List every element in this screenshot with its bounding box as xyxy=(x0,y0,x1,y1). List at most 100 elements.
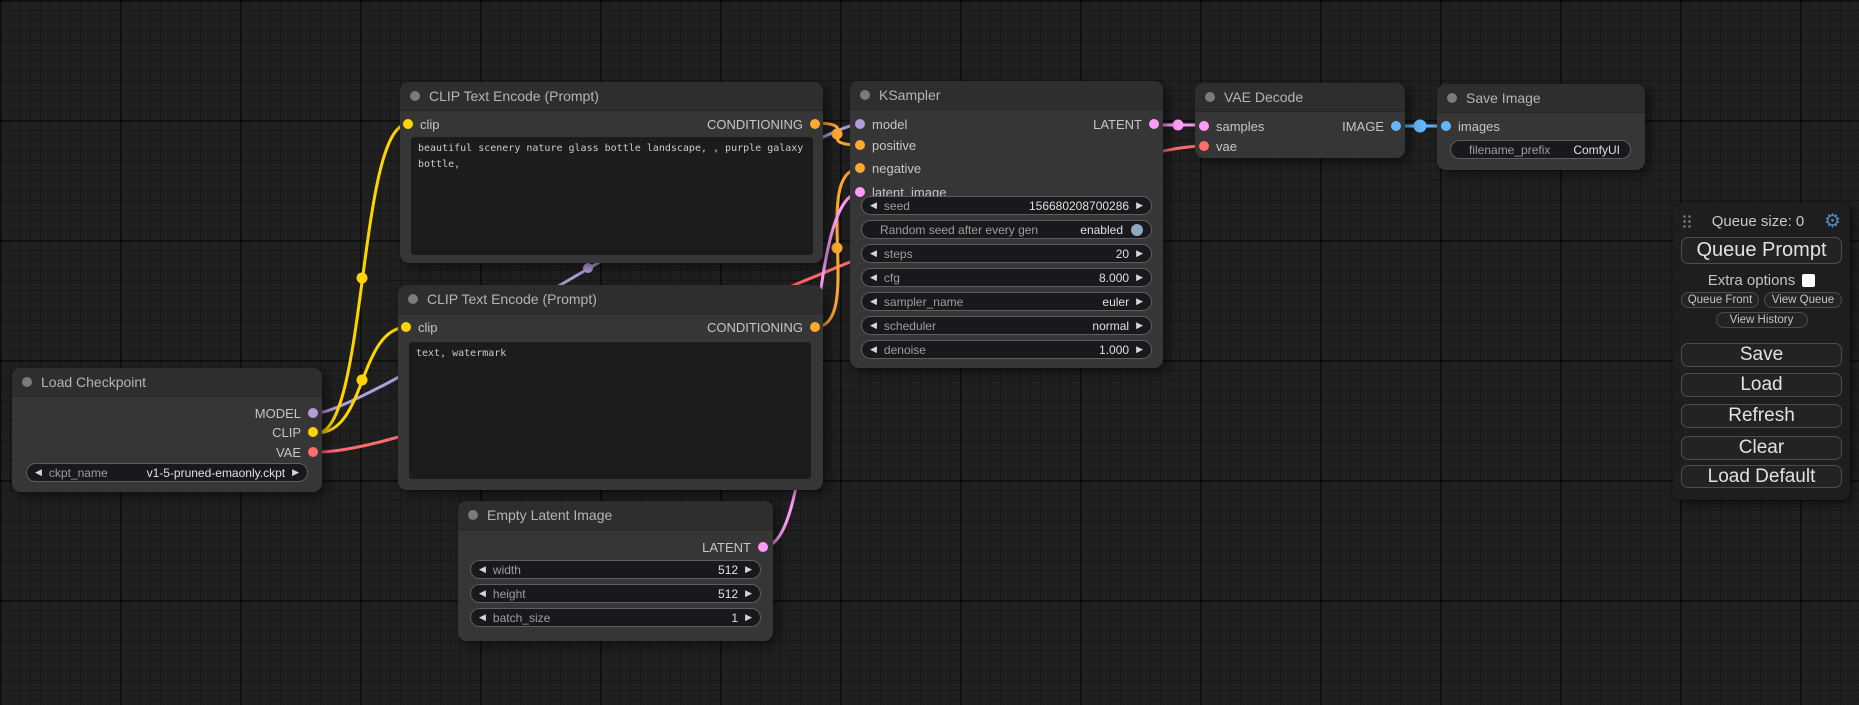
decrement-arrow-icon[interactable]: ◀ xyxy=(870,344,877,354)
vae-port-dot[interactable] xyxy=(308,447,318,457)
positive-prompt-textarea[interactable]: beautiful scenery nature glass bottle la… xyxy=(411,137,813,255)
clear-button[interactable]: Clear xyxy=(1681,436,1842,460)
steps-widget[interactable]: ◀ steps 20 ▶ xyxy=(861,244,1152,263)
input-port-samples: samples xyxy=(1199,117,1264,135)
view-history-button[interactable]: View History xyxy=(1715,312,1808,328)
increment-arrow-icon[interactable]: ▶ xyxy=(1136,296,1143,306)
vae-port-dot[interactable] xyxy=(1199,141,1209,151)
random-seed-toggle-widget[interactable]: Random seed after every gen enabled xyxy=(861,220,1152,239)
denoise-widget[interactable]: ◀ denoise 1.000 ▶ xyxy=(861,340,1152,359)
node-title-bar[interactable]: KSampler xyxy=(850,81,1163,110)
collapse-dot-icon[interactable] xyxy=(860,90,870,100)
filename-prefix-widget[interactable]: filename_prefix ComfyUI xyxy=(1450,140,1631,159)
output-port-model: MODEL xyxy=(255,404,318,422)
node-title-bar[interactable]: Save Image xyxy=(1437,84,1645,113)
batch-size-widget[interactable]: ◀ batch_size 1 ▶ xyxy=(470,608,761,627)
extra-options-label: Extra options xyxy=(1707,271,1796,289)
collapse-dot-icon[interactable] xyxy=(468,510,478,520)
output-label: VAE xyxy=(275,444,301,460)
node-title-bar[interactable]: Load Checkpoint xyxy=(12,368,322,397)
collapse-dot-icon[interactable] xyxy=(1205,92,1215,102)
conditioning-port-dot[interactable] xyxy=(810,322,820,332)
widget-value: euler xyxy=(1102,294,1130,309)
scheduler-widget[interactable]: ◀ scheduler normal ▶ xyxy=(861,316,1152,335)
decrement-arrow-icon[interactable]: ◀ xyxy=(35,467,42,477)
increment-arrow-icon[interactable]: ▶ xyxy=(745,612,752,622)
cfg-widget[interactable]: ◀ cfg 8.000 ▶ xyxy=(861,268,1152,287)
decrement-arrow-icon[interactable]: ◀ xyxy=(870,272,877,282)
node-title-bar[interactable]: CLIP Text Encode (Prompt) xyxy=(400,82,823,111)
image-port-dot[interactable] xyxy=(1391,121,1401,131)
widget-value: 512 xyxy=(718,562,739,577)
increment-arrow-icon[interactable]: ▶ xyxy=(1136,248,1143,258)
load-default-button[interactable]: Load Default xyxy=(1681,465,1842,488)
increment-arrow-icon[interactable]: ▶ xyxy=(1136,344,1143,354)
decrement-arrow-icon[interactable]: ◀ xyxy=(870,296,877,306)
decrement-arrow-icon[interactable]: ◀ xyxy=(870,320,877,330)
clip-port-dot[interactable] xyxy=(308,427,318,437)
conditioning-port-dot[interactable] xyxy=(855,163,865,173)
latent-port-dot[interactable] xyxy=(758,542,768,552)
decrement-arrow-icon[interactable]: ◀ xyxy=(479,564,486,574)
latent-port-dot[interactable] xyxy=(1149,119,1159,129)
refresh-button[interactable]: Refresh xyxy=(1681,404,1842,428)
decrement-arrow-icon[interactable]: ◀ xyxy=(870,248,877,258)
node-ksampler[interactable]: KSampler model positive negative latent_… xyxy=(850,81,1163,368)
output-port-clip: CLIP xyxy=(272,423,318,441)
widget-value: 1 xyxy=(731,610,739,625)
model-port-dot[interactable] xyxy=(855,119,865,129)
model-port-dot[interactable] xyxy=(308,408,318,418)
drag-handle-icon[interactable] xyxy=(1682,213,1692,229)
widget-label: scheduler xyxy=(883,318,936,333)
settings-gear-icon[interactable]: ⚙ xyxy=(1823,210,1841,232)
latent-port-dot[interactable] xyxy=(1199,121,1209,131)
node-clip-text-encode-positive[interactable]: CLIP Text Encode (Prompt) clip CONDITION… xyxy=(400,82,823,263)
decrement-arrow-icon[interactable]: ◀ xyxy=(479,612,486,622)
clip-port-dot[interactable] xyxy=(403,119,413,129)
node-empty-latent-image[interactable]: Empty Latent Image LATENT ◀ width 512 ▶ … xyxy=(458,501,773,641)
queue-prompt-button[interactable]: Queue Prompt xyxy=(1681,237,1842,264)
node-save-image[interactable]: Save Image images filename_prefix ComfyU… xyxy=(1437,84,1645,170)
collapse-dot-icon[interactable] xyxy=(410,91,420,101)
queue-front-button[interactable]: Queue Front xyxy=(1681,292,1759,308)
widget-label: cfg xyxy=(883,270,900,285)
node-title-bar[interactable]: CLIP Text Encode (Prompt) xyxy=(398,285,823,314)
clip-port-dot[interactable] xyxy=(401,322,411,332)
view-queue-button[interactable]: View Queue xyxy=(1764,292,1842,308)
node-clip-text-encode-negative[interactable]: CLIP Text Encode (Prompt) clip CONDITION… xyxy=(398,285,823,490)
widget-label: seed xyxy=(883,198,910,213)
decrement-arrow-icon[interactable]: ◀ xyxy=(479,588,486,598)
extra-options-checkbox[interactable] xyxy=(1802,273,1816,287)
increment-arrow-icon[interactable]: ▶ xyxy=(745,564,752,574)
toggle-circle-icon[interactable] xyxy=(1131,223,1143,236)
collapse-dot-icon[interactable] xyxy=(22,377,32,387)
node-load-checkpoint[interactable]: Load Checkpoint MODEL CLIP VAE ◀ ckpt_na… xyxy=(12,368,322,492)
save-button[interactable]: Save xyxy=(1681,343,1842,367)
sampler-name-widget[interactable]: ◀ sampler_name euler ▶ xyxy=(861,292,1152,311)
input-label: samples xyxy=(1216,118,1265,134)
node-title-bar[interactable]: Empty Latent Image xyxy=(458,501,773,530)
collapse-dot-icon[interactable] xyxy=(408,294,418,304)
increment-arrow-icon[interactable]: ▶ xyxy=(1136,272,1143,282)
collapse-dot-icon[interactable] xyxy=(1447,93,1457,103)
latent-port-dot[interactable] xyxy=(855,187,865,197)
increment-arrow-icon[interactable]: ▶ xyxy=(1136,320,1143,330)
negative-prompt-textarea[interactable]: text, watermark xyxy=(409,342,811,479)
height-widget[interactable]: ◀ height 512 ▶ xyxy=(470,584,761,603)
decrement-arrow-icon[interactable]: ◀ xyxy=(870,200,877,210)
conditioning-port-dot[interactable] xyxy=(810,119,820,129)
node-title-bar[interactable]: VAE Decode xyxy=(1195,83,1405,112)
image-port-dot[interactable] xyxy=(1441,121,1451,131)
increment-arrow-icon[interactable]: ▶ xyxy=(1136,200,1143,210)
seed-widget[interactable]: ◀ seed 156680208700286 ▶ xyxy=(861,196,1152,215)
load-button[interactable]: Load xyxy=(1681,373,1842,397)
width-widget[interactable]: ◀ width 512 ▶ xyxy=(470,560,761,579)
node-title: KSampler xyxy=(879,87,941,103)
increment-arrow-icon[interactable]: ▶ xyxy=(745,588,752,598)
ckpt-name-widget[interactable]: ◀ ckpt_name v1-5-pruned-emaonly.ckpt ▶ xyxy=(26,463,308,482)
node-vae-decode[interactable]: VAE Decode samples vae IMAGE xyxy=(1195,83,1405,158)
menu-header: Queue size: 0 ⚙ xyxy=(1679,210,1844,232)
conditioning-port-dot[interactable] xyxy=(855,140,865,150)
increment-arrow-icon[interactable]: ▶ xyxy=(292,467,299,477)
